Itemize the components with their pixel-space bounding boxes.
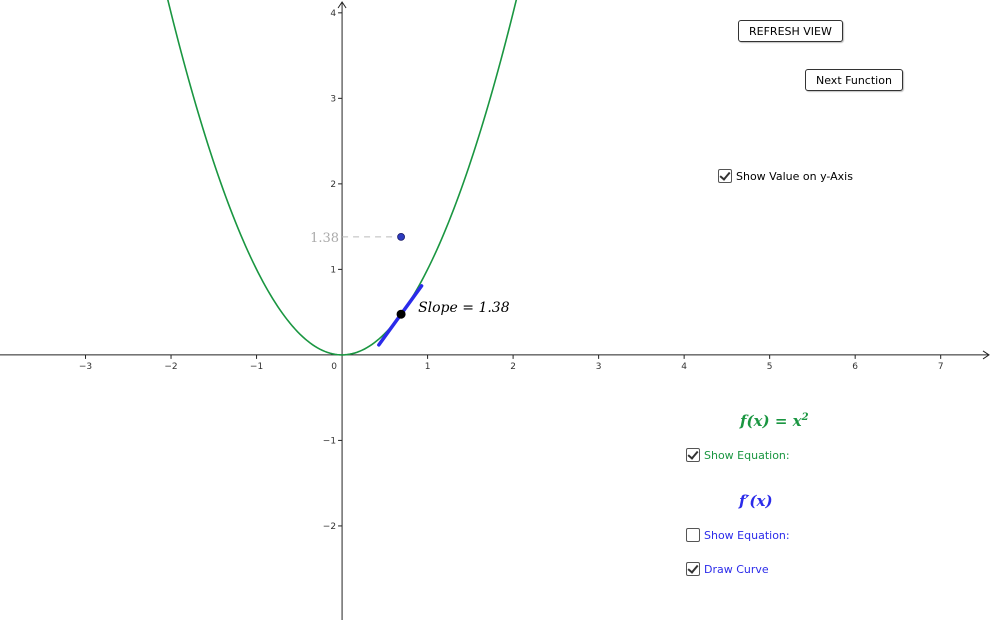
y-axis-value-point — [397, 232, 405, 241]
axis-ticks: −3 −2 −1 0 1 2 3 4 5 6 7 −2 −1 1 2 3 4 — [79, 9, 944, 532]
show-value-y-axis-row[interactable]: Show Value on y-Axis — [718, 169, 853, 183]
derivative-name: f′(x) — [739, 492, 773, 510]
draw-curve-label: Draw Curve — [704, 562, 769, 576]
y-tick-label: 2 — [330, 180, 336, 190]
show-function-equation-checkbox[interactable] — [686, 448, 700, 462]
show-value-y-axis-checkbox[interactable] — [718, 169, 732, 183]
x-tick-label: −3 — [79, 362, 92, 372]
y-tick-label: 3 — [330, 94, 336, 104]
draw-curve-checkbox[interactable] — [686, 562, 700, 576]
show-derivative-equation-label: Show Equation: — [704, 528, 790, 542]
show-derivative-equation-row[interactable]: Show Equation: — [686, 528, 790, 542]
x-tick-label: 2 — [510, 362, 516, 372]
x-tick-label: 0 — [331, 362, 337, 372]
x-tick-label: −2 — [164, 362, 177, 372]
next-function-button[interactable]: Next Function — [805, 69, 903, 91]
function-curve — [167, 0, 518, 356]
x-tick-label: −1 — [250, 362, 263, 372]
function-eq-power: 2 — [801, 412, 809, 423]
y-tick-label: 4 — [330, 9, 336, 19]
show-derivative-equation-checkbox[interactable] — [686, 528, 700, 542]
x-tick-label: 1 — [425, 362, 431, 372]
x-tick-label: 6 — [852, 362, 858, 372]
y-tick-label: −1 — [323, 436, 336, 446]
x-tick-label: 5 — [767, 362, 773, 372]
y-axis-arrow — [337, 1, 347, 9]
y-value-label: 1.38 — [310, 231, 339, 246]
x-tick-label: 7 — [938, 362, 944, 372]
show-function-equation-label: Show Equation: — [704, 448, 790, 462]
function-eq-rhs: = x — [769, 412, 802, 430]
show-value-y-axis-label: Show Value on y-Axis — [736, 169, 853, 183]
function-name: f(x) — [740, 412, 770, 430]
draw-curve-row[interactable]: Draw Curve — [686, 562, 769, 576]
y-tick-label: −2 — [323, 522, 336, 532]
show-function-equation-row[interactable]: Show Equation: — [686, 448, 790, 462]
x-tick-label: 4 — [681, 362, 687, 372]
slope-label: Slope = 1.38 — [418, 300, 510, 316]
y-tick-label: 1 — [330, 265, 336, 275]
x-tick-label: 3 — [596, 362, 602, 372]
x-axis-arrow — [982, 350, 990, 360]
function-equation: f(x) = x2 — [740, 412, 809, 430]
curve-point[interactable] — [396, 309, 406, 319]
refresh-view-button[interactable]: REFRESH VIEW — [738, 20, 843, 42]
